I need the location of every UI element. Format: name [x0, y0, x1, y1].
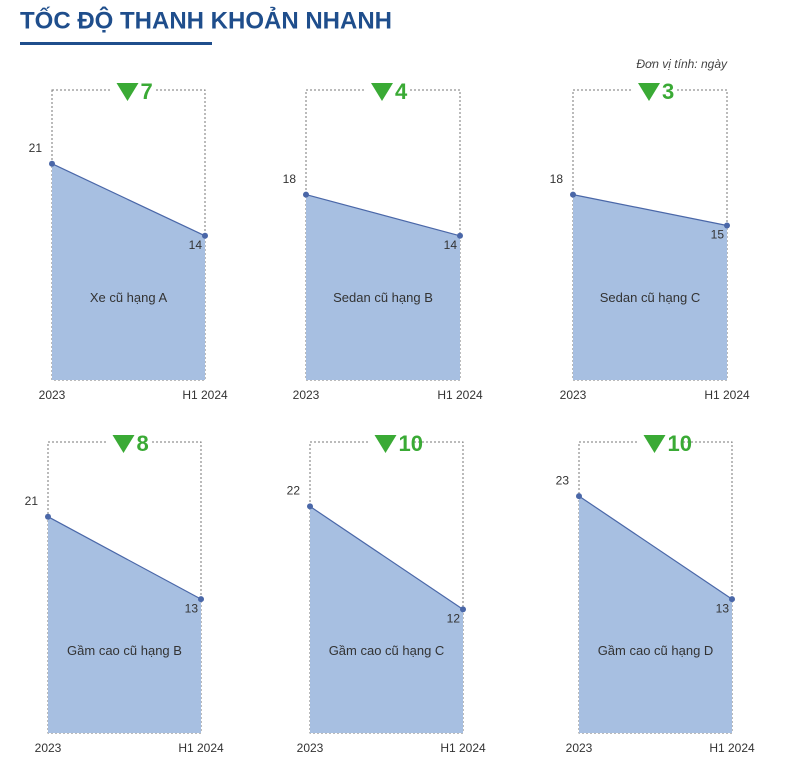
line: [572, 194, 728, 227]
point: [729, 596, 735, 603]
down-triangle: [371, 83, 393, 101]
category-label: 2023: [293, 388, 320, 402]
category-label: H1 2024: [440, 741, 486, 755]
chart-name: Gầm cao cũ hạng C: [329, 643, 445, 658]
change-label: 7: [141, 79, 153, 104]
point: [576, 493, 582, 500]
category-label: 2023: [297, 741, 324, 755]
unit-note: Đơn vị tính: ngày: [636, 57, 728, 71]
line: [309, 505, 464, 610]
down-triangle: [643, 435, 666, 453]
point: [307, 503, 313, 510]
value-label: 23: [556, 473, 570, 487]
area: [48, 516, 201, 733]
value-label: 13: [716, 601, 730, 615]
change-label: 10: [668, 431, 692, 456]
area: [579, 496, 732, 733]
value-label: 14: [444, 238, 458, 252]
value-label: 21: [25, 494, 39, 508]
category-label: 2023: [560, 388, 587, 402]
value-label: 21: [29, 141, 43, 155]
category-label: H1 2024: [704, 388, 750, 402]
category-label: H1 2024: [437, 388, 483, 402]
point: [49, 160, 55, 167]
point: [460, 606, 466, 613]
line: [47, 516, 202, 600]
down-triangle: [116, 83, 139, 101]
point: [202, 232, 208, 239]
area: [52, 163, 205, 380]
down-triangle: [374, 435, 397, 453]
line: [51, 163, 206, 237]
chart-name: Gầm cao cũ hạng D: [598, 643, 714, 658]
line: [578, 495, 733, 600]
area: [306, 194, 460, 380]
category-label: H1 2024: [709, 741, 755, 755]
chart-name: Gầm cao cũ hạng B: [67, 643, 182, 658]
category-label: 2023: [39, 388, 66, 402]
chart-name: Sedan cũ hạng C: [600, 290, 700, 305]
chart-name: Sedan cũ hạng B: [333, 290, 433, 305]
area: [310, 506, 463, 733]
value-label: 15: [711, 228, 725, 242]
change-label: 10: [399, 431, 423, 456]
point: [570, 191, 576, 198]
point: [457, 232, 463, 239]
point: [724, 222, 730, 229]
point: [303, 191, 309, 198]
category-label: 2023: [35, 741, 62, 755]
change-label: 8: [137, 431, 149, 456]
chart-name: Xe cũ hạng A: [90, 290, 168, 305]
value-label: 18: [283, 172, 297, 186]
category-label: H1 2024: [178, 741, 224, 755]
value-label: 14: [189, 238, 203, 252]
value-label: 13: [185, 601, 199, 615]
down-triangle: [638, 83, 660, 101]
point: [45, 513, 51, 520]
change-label: 3: [662, 79, 674, 104]
value-label: 12: [447, 612, 461, 626]
category-label: H1 2024: [182, 388, 228, 402]
category-label: 2023: [566, 741, 593, 755]
value-label: 18: [550, 172, 564, 186]
title-underline: [20, 42, 212, 45]
change-label: 4: [395, 79, 408, 104]
value-label: 22: [287, 484, 301, 498]
page-title: TỐC ĐỘ THANH KHOẢN NHANH: [20, 5, 392, 34]
point: [198, 596, 204, 603]
line: [305, 194, 461, 237]
down-triangle: [112, 435, 135, 453]
area: [573, 194, 727, 380]
